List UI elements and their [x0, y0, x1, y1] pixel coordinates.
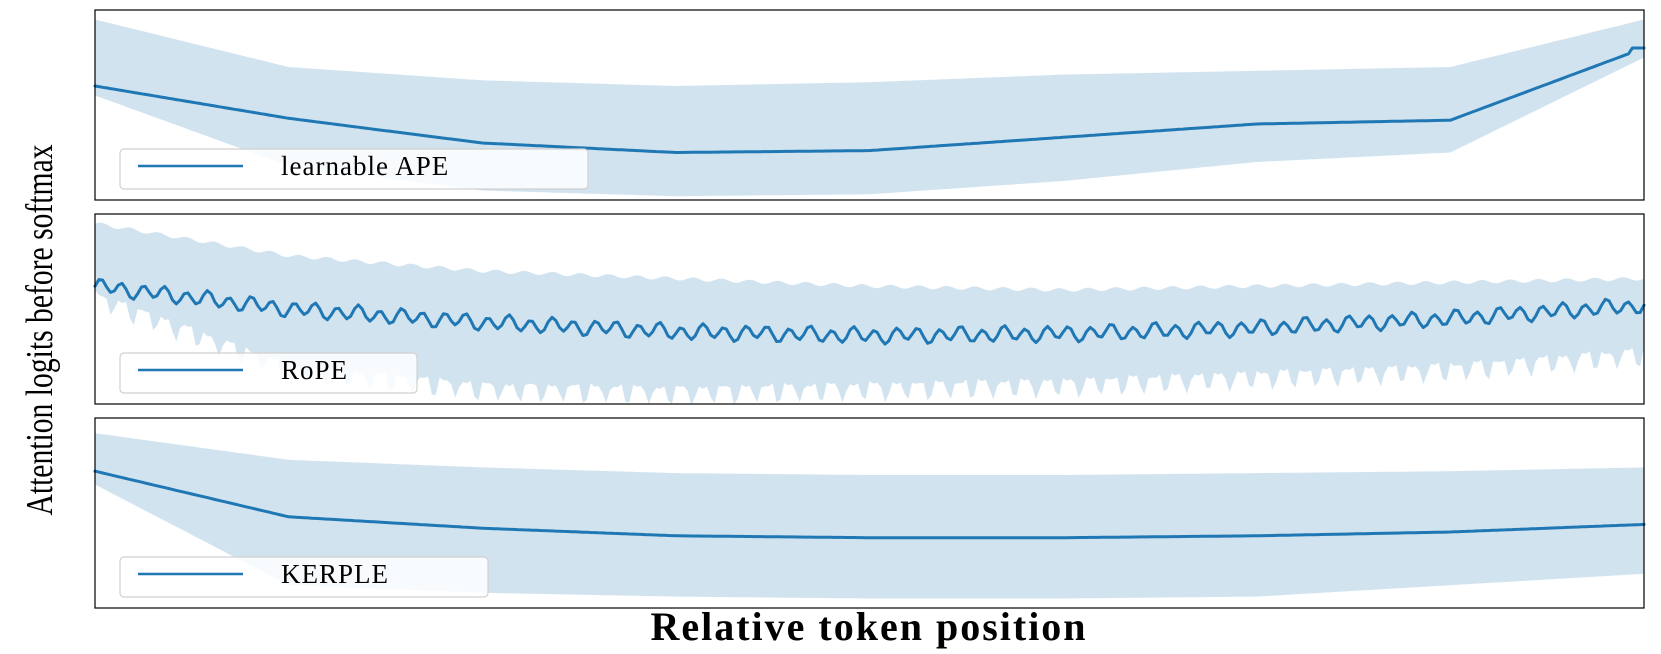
legend-box-learnable-ape — [119, 148, 589, 190]
x-axis-label: Relative token position — [650, 604, 1087, 649]
y-axis-label: Attention logits before softmax — [20, 144, 61, 515]
mean-line-rope — [93, 278, 1646, 346]
legend-label-learnable-ape: learnable APE — [281, 151, 449, 181]
legend-box-kerple — [119, 556, 489, 598]
legend-label-rope: RoPE — [281, 355, 348, 385]
legend-box-rope — [119, 352, 418, 394]
panel-frame-rope — [94, 213, 1645, 405]
panel-frame-kerple — [94, 417, 1645, 609]
legend-learnable-ape: learnable APE — [119, 148, 589, 190]
panel-learnable-ape: learnable APE — [93, 9, 1646, 201]
mean-line-learnable-ape — [93, 46, 1646, 154]
panel-frame-learnable-ape — [94, 9, 1645, 201]
panel-kerple: KERPLE — [93, 417, 1646, 609]
legend-label-kerple: KERPLE — [281, 559, 389, 589]
confidence-band-rope — [95, 222, 1644, 406]
mean-line-kerple — [93, 469, 1646, 540]
legend-rope: RoPE — [119, 352, 418, 394]
panel-rope: RoPE — [93, 213, 1646, 406]
legend-kerple: KERPLE — [119, 556, 489, 598]
